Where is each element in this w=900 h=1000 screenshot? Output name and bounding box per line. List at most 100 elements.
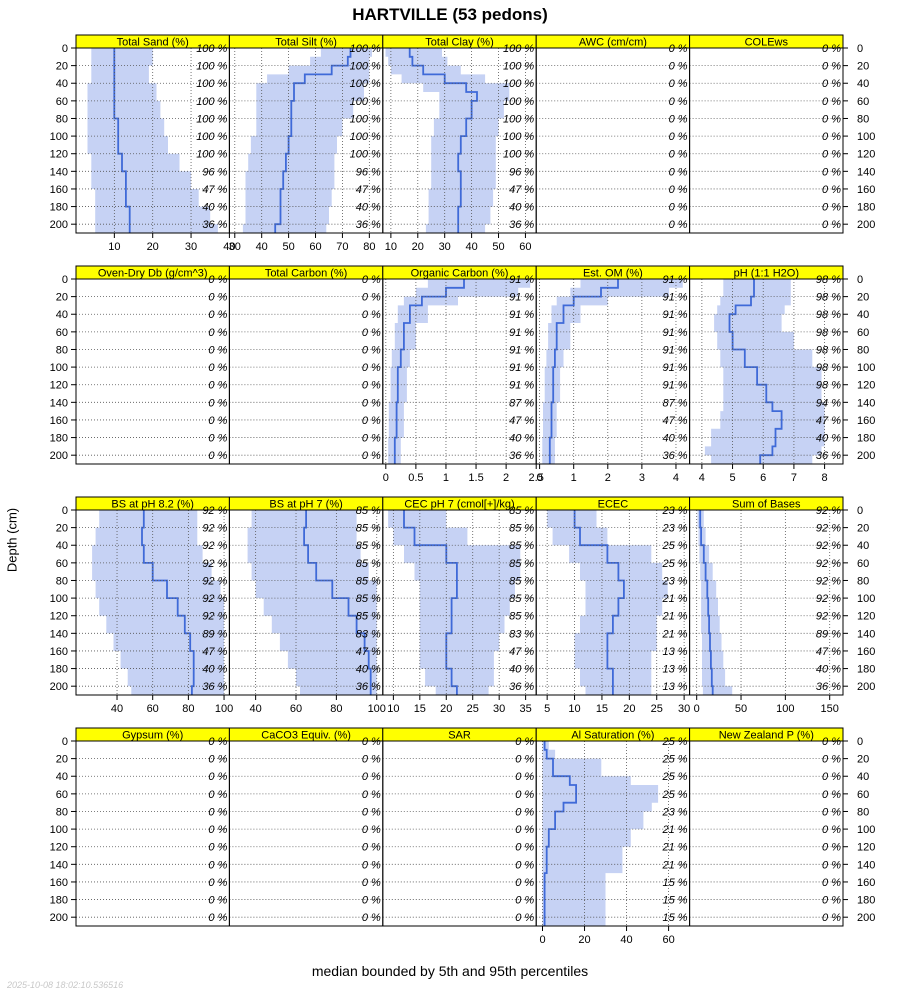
- x-tick-label: 60: [662, 934, 674, 946]
- percent-label: 85 %: [509, 523, 534, 535]
- percent-label: 96 %: [509, 166, 534, 178]
- percent-label: 100 %: [350, 149, 381, 161]
- percent-label: 92 %: [202, 523, 227, 535]
- x-tick-label: 0: [537, 472, 543, 484]
- panel-18: Al Saturation (%) 25 % 25 % 25 % 25 % 23 % 21 …: [535, 727, 691, 946]
- percent-label: 92 %: [816, 523, 841, 535]
- percent-label: 100 %: [350, 61, 381, 73]
- percent-label: 0 %: [208, 450, 227, 462]
- panel-13: ECEC 23 % 23 % 25 % 25 % 23 % 21 % 21 % 21 % 13 %…: [535, 496, 690, 715]
- y-tick-label: 0: [857, 274, 863, 286]
- percent-label: 0 %: [208, 344, 227, 356]
- y-tick-label: 20: [857, 292, 869, 304]
- percent-label: 0 %: [208, 877, 227, 889]
- percent-label: 13 %: [663, 646, 688, 658]
- y-tick-label: 40: [56, 771, 68, 783]
- percent-label: 91 %: [509, 292, 534, 304]
- median-line: [728, 279, 783, 464]
- percent-label: 85 %: [356, 575, 381, 587]
- panel-title: CaCO3 Equiv. (%): [261, 730, 351, 742]
- percent-label: 0 %: [515, 806, 534, 818]
- x-tick-label: 2.5: [529, 472, 544, 484]
- median-line: [548, 279, 619, 464]
- x-tick-label: 60: [309, 241, 321, 253]
- x-tick-label: 4: [699, 472, 705, 484]
- panel-title: SAR: [448, 730, 471, 742]
- percent-label: 0 %: [669, 166, 688, 178]
- y-tick-label: 200: [857, 912, 875, 924]
- percent-label: 0 %: [208, 415, 227, 427]
- x-tick-label: 40: [223, 241, 235, 253]
- panel-2: Total Clay (%) 100 % 100 % 100 % 100 % 100 % 1…: [382, 34, 537, 253]
- y-tick-label: 100: [857, 824, 875, 836]
- y-tick-label: 80: [857, 113, 869, 125]
- percent-label: 40 %: [816, 433, 841, 445]
- percent-label: 0 %: [822, 166, 841, 178]
- y-tick-label: 200: [857, 450, 875, 462]
- timestamp: 2025-10-08 18:02:10.536516: [7, 980, 124, 990]
- y-tick-label: 180: [50, 433, 68, 445]
- x-tick-label: 4: [673, 472, 679, 484]
- y-tick-label: 100: [50, 593, 68, 605]
- percent-label: 0 %: [208, 274, 227, 286]
- panel-19: New Zealand P (%) 0 % 0 % 0 % 0 % 0 % 0 % 0 % 0 …: [689, 727, 875, 927]
- x-tick-label: 7: [791, 472, 797, 484]
- percent-label: 85 %: [356, 505, 381, 517]
- panel-11: BS at pH 7 (%) 85 % 85 % 85 % 85 % 85 % 85 % 85…: [228, 496, 386, 715]
- percent-label: 0 %: [208, 859, 227, 871]
- y-tick-label: 80: [56, 113, 68, 125]
- percent-label: 0 %: [208, 842, 227, 854]
- panel-title: Total Sand (%): [117, 37, 189, 49]
- x-tick-label: 50: [735, 703, 747, 715]
- percent-label: 98 %: [816, 362, 841, 374]
- percent-label: 98 %: [816, 292, 841, 304]
- y-tick-label: 0: [62, 274, 68, 286]
- percent-label: 100 %: [503, 43, 534, 55]
- y-tick-label: 100: [50, 131, 68, 143]
- x-tick-label: 30: [439, 241, 451, 253]
- y-tick-label: 60: [56, 789, 68, 801]
- x-tick-label: 20: [412, 241, 424, 253]
- percent-label: 25 %: [662, 789, 688, 801]
- percent-label: 85 %: [356, 558, 381, 570]
- panel-0: Total Sand (%) 100 % 100 % 100 % 100 % 100 % 1…: [50, 34, 236, 253]
- x-tick-label: 40: [111, 703, 123, 715]
- y-tick-label: 180: [50, 895, 68, 907]
- y-tick-label: 180: [857, 433, 875, 445]
- percent-label: 36 %: [816, 450, 841, 462]
- percent-label: 0 %: [208, 397, 227, 409]
- percent-label: 100 %: [196, 78, 227, 90]
- percent-label: 0 %: [669, 43, 688, 55]
- percent-label: 40 %: [663, 433, 688, 445]
- percent-label: 0 %: [822, 912, 841, 924]
- percent-label: 47 %: [509, 415, 534, 427]
- percent-label: 23 %: [662, 575, 688, 587]
- percent-label: 0 %: [515, 842, 534, 854]
- percent-label: 92 %: [202, 540, 227, 552]
- x-tick-label: 0: [694, 703, 700, 715]
- x-tick-label: 50: [282, 241, 294, 253]
- percent-label: 47 %: [356, 646, 381, 658]
- y-tick-label: 160: [50, 646, 68, 658]
- x-tick-label: 10: [385, 241, 397, 253]
- percent-label: 40 %: [202, 664, 227, 676]
- percentile-band: [385, 48, 510, 233]
- percent-label: 0 %: [208, 380, 227, 392]
- percent-label: 0 %: [822, 895, 841, 907]
- percent-label: 96 %: [356, 166, 381, 178]
- percent-label: 0 %: [362, 912, 381, 924]
- percentile-band: [242, 48, 372, 233]
- percent-label: 0 %: [362, 824, 381, 836]
- percent-label: 0 %: [515, 912, 534, 924]
- percent-label: 98 %: [816, 274, 841, 286]
- percent-label: 40 %: [509, 202, 534, 214]
- percent-label: 92 %: [202, 575, 227, 587]
- percent-label: 85 %: [509, 540, 534, 552]
- percent-label: 92 %: [202, 558, 227, 570]
- percent-label: 91 %: [509, 344, 534, 356]
- x-tick-label: 35: [519, 703, 531, 715]
- percent-label: 85 %: [509, 558, 534, 570]
- y-tick-label: 120: [857, 149, 875, 161]
- percent-label: 0 %: [515, 771, 534, 783]
